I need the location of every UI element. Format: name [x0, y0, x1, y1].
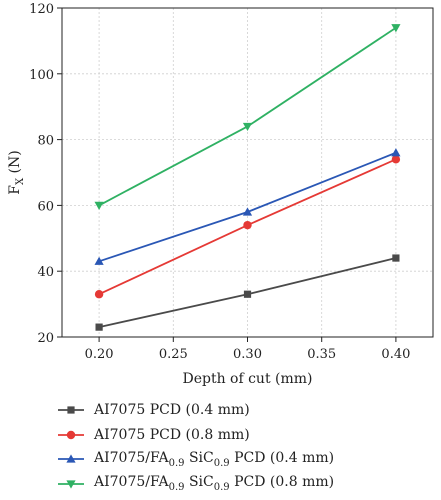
legend-label: AI7075 PCD (0.8 mm)	[94, 426, 250, 443]
series-group	[94, 24, 401, 210]
x-tick-label: 0.40	[381, 347, 410, 362]
data-point	[391, 148, 401, 157]
legend-label: AI7075/FA0.9 SiC0.9 PCD (0.8 mm)	[94, 474, 335, 494]
y-tick-label: 80	[37, 134, 54, 149]
legend: AI7075 PCD (0.4 mm) AI7075 PCD (0.8 mm) …	[8, 398, 334, 496]
data-point	[392, 254, 400, 262]
data-point	[94, 201, 104, 210]
data-point	[66, 454, 76, 463]
line-chart: 0.20 0.25 0.30 0.35 0.40 20 40 60 80 100 120 Depth …	[7, 2, 434, 387]
x-tick-label: 0.30	[233, 347, 262, 362]
legend-swatch	[58, 406, 84, 414]
data-point	[94, 290, 104, 299]
legend-item: AI7075/FA0.9 SiC0.9 PCD (0.8 mm)	[8, 472, 334, 497]
axes	[57, 7, 434, 342]
series-group	[94, 155, 401, 299]
data-point	[66, 430, 76, 439]
series-group	[94, 148, 401, 265]
y-axis-title: FX (N)	[7, 150, 26, 194]
x-tick-label: 0.20	[85, 347, 114, 362]
y-tick-label: 100	[29, 68, 54, 83]
series-group	[95, 254, 400, 331]
data-point	[242, 122, 253, 132]
y-tick-label: 60	[37, 199, 54, 214]
legend-item: AI7075/FA0.9 SiC0.9 PCD (0.4 mm)	[8, 447, 334, 472]
series-layer	[94, 24, 401, 331]
data-point	[67, 406, 75, 414]
data-point	[391, 155, 401, 164]
legend-swatch	[58, 454, 84, 463]
data-point	[243, 290, 252, 298]
legend-swatch	[58, 480, 84, 489]
x-tick-label: 0.25	[159, 347, 188, 362]
x-tick-label: 0.35	[307, 347, 336, 362]
legend-item: AI7075 PCD (0.4 mm)	[8, 398, 334, 423]
y-tick-label: 20	[37, 331, 54, 346]
data-point	[391, 24, 401, 33]
data-point	[242, 207, 253, 216]
grid	[62, 7, 433, 338]
legend-label: AI7075/FA0.9 SiC0.9 PCD (0.4 mm)	[94, 449, 335, 469]
x-axis-title: Depth of cut (mm)	[182, 371, 312, 387]
data-point	[66, 480, 76, 489]
data-point	[94, 256, 104, 265]
data-point	[243, 220, 252, 230]
y-tick-label: 120	[29, 2, 54, 17]
data-point	[95, 323, 103, 331]
labels: 0.20 0.25 0.30 0.35 0.40 20 40 60 80 100 120 Depth …	[7, 2, 410, 387]
legend-swatch	[58, 430, 84, 439]
legend-item: AI7075 PCD (0.8 mm)	[8, 423, 334, 448]
legend-label: AI7075 PCD (0.4 mm)	[94, 402, 250, 419]
y-tick-label: 40	[37, 265, 54, 280]
